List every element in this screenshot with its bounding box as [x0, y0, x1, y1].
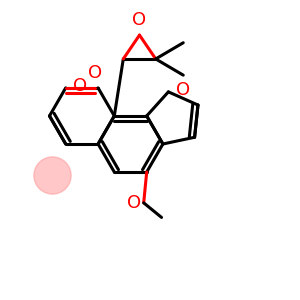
Circle shape — [34, 157, 71, 194]
Text: O: O — [127, 194, 141, 212]
Text: O: O — [73, 77, 87, 95]
Text: O: O — [132, 11, 147, 29]
Text: O: O — [176, 81, 190, 99]
Text: O: O — [88, 64, 102, 82]
